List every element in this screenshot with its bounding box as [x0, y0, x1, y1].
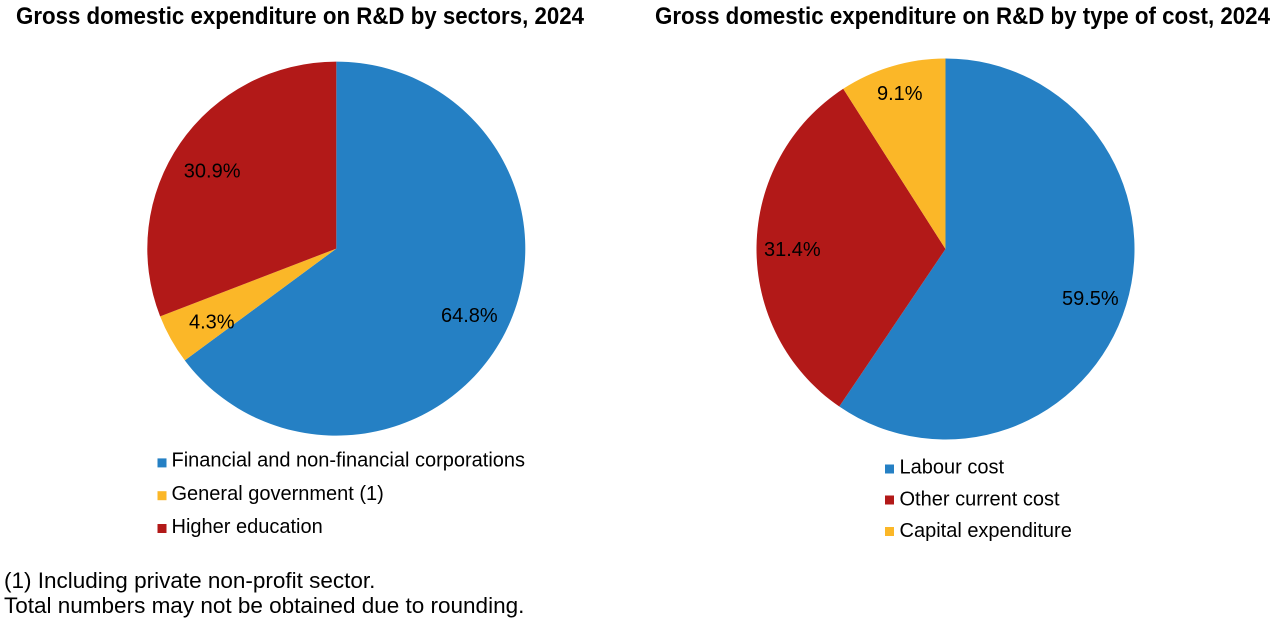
- svg-text:Gross domestic expenditure on: Gross domestic expenditure on R&D by sec…: [16, 3, 585, 30]
- svg-text:59.5%: 59.5%: [1062, 288, 1119, 310]
- svg-text:Gross domestic expenditure on: Gross domestic expenditure on R&D by typ…: [655, 3, 1271, 30]
- svg-text:General government (1): General government (1): [172, 483, 384, 505]
- svg-text:64.8%: 64.8%: [441, 305, 498, 327]
- svg-text:31.4%: 31.4%: [764, 239, 821, 261]
- svg-text:30.9%: 30.9%: [184, 161, 241, 183]
- svg-text:Labour cost: Labour cost: [900, 457, 1005, 479]
- svg-text:Total numbers may not be obtai: Total numbers may not be obtained due to…: [4, 593, 524, 618]
- svg-text:Other current cost: Other current cost: [900, 489, 1061, 511]
- svg-text:Capital expenditure: Capital expenditure: [900, 520, 1072, 542]
- svg-text:Higher education: Higher education: [172, 516, 323, 538]
- svg-text:4.3%: 4.3%: [189, 312, 235, 334]
- svg-text:Financial and non-financial co: Financial and non-financial corporations: [172, 450, 526, 472]
- svg-text:9.1%: 9.1%: [877, 83, 923, 105]
- svg-text:(1) Including private non-prof: (1) Including private non-profit sector.: [4, 568, 375, 593]
